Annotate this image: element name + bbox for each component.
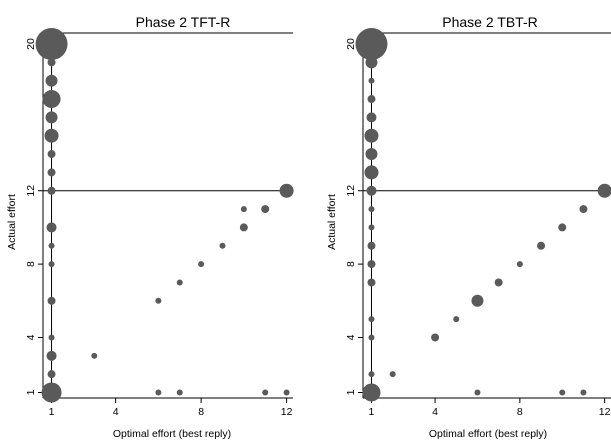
data-point: [46, 350, 57, 361]
data-point: [368, 77, 375, 84]
x-axis-ticks: 1 4 8 12: [49, 398, 293, 418]
x-tick-label: 12: [281, 406, 293, 418]
data-point: [48, 261, 55, 268]
data-points: [35, 28, 294, 403]
reference-lines: [363, 33, 611, 398]
data-point: [262, 389, 269, 396]
x-axis-label: Optimal effort (best reply): [429, 428, 547, 440]
data-point: [46, 222, 57, 233]
data-point: [47, 296, 56, 305]
data-point: [47, 58, 56, 67]
data-point: [283, 389, 290, 396]
data-point: [367, 241, 376, 250]
data-point: [453, 316, 460, 323]
data-point: [155, 389, 162, 396]
y-axis-label: Actual effort: [6, 194, 18, 250]
data-point: [580, 389, 587, 396]
y-axis-ticks: 1 4 8 12 20: [25, 38, 43, 395]
panel-title: Phase 2 TFT-R: [136, 14, 231, 30]
data-point: [579, 205, 588, 214]
data-point: [239, 223, 248, 232]
data-point: [45, 111, 58, 124]
y-tick-label: 8: [345, 261, 357, 267]
data-point: [47, 150, 56, 159]
x-tick-label: 1: [49, 406, 55, 418]
data-point: [41, 382, 62, 403]
data-point: [364, 128, 379, 143]
reference-lines: [43, 33, 293, 398]
plot-frame: [362, 32, 611, 399]
data-point: [368, 334, 375, 341]
data-point: [558, 223, 567, 232]
data-point: [368, 206, 375, 213]
data-point: [471, 294, 484, 307]
data-point: [355, 28, 388, 61]
x-tick-label: 12: [599, 406, 611, 418]
data-point: [367, 95, 376, 104]
data-point: [365, 56, 378, 69]
data-point: [176, 389, 183, 396]
y-axis-label: Actual effort: [326, 194, 338, 250]
data-point: [362, 383, 381, 402]
data-point: [559, 389, 566, 396]
panel-tbt-r: Phase 2 TBT-R 1 4 8 12 1 4 8 12 20 Optimal effo…: [326, 14, 611, 440]
data-point: [366, 112, 377, 123]
data-point: [368, 316, 375, 323]
plot-frame: [42, 32, 293, 399]
data-point: [367, 260, 376, 269]
data-point: [198, 261, 205, 268]
data-point: [366, 185, 377, 196]
y-tick-label: 12: [25, 185, 37, 197]
y-tick-label: 12: [345, 185, 357, 197]
x-tick-label: 1: [369, 406, 375, 418]
data-point: [155, 297, 162, 304]
y-tick-label: 20: [25, 38, 37, 50]
data-point: [44, 128, 59, 143]
panel-title: Phase 2 TBT-R: [442, 14, 537, 30]
y-tick-label: 20: [345, 38, 357, 50]
data-point: [597, 183, 611, 198]
data-point: [474, 389, 481, 396]
data-point: [47, 186, 56, 195]
y-tick-label: 4: [345, 334, 357, 340]
data-points: [355, 28, 611, 402]
y-tick-label: 8: [25, 261, 37, 267]
data-point: [47, 370, 56, 379]
data-point: [47, 168, 56, 177]
data-point: [240, 206, 247, 213]
data-point: [48, 334, 55, 341]
data-point: [42, 90, 61, 109]
data-point: [368, 371, 375, 378]
data-point: [389, 371, 396, 378]
y-tick-label: 1: [345, 389, 357, 395]
x-tick-label: 8: [517, 406, 523, 418]
data-point: [176, 279, 183, 286]
panel-tft-r: Phase 2 TFT-R 1 4 8 12 1 4 8 12 20 Optimal effo…: [6, 14, 294, 440]
data-point: [431, 333, 440, 342]
data-point: [48, 242, 55, 249]
x-tick-label: 8: [198, 406, 204, 418]
y-axis-ticks: 1 4 8 12 20: [345, 38, 363, 395]
data-point: [279, 183, 294, 198]
data-point: [367, 278, 376, 287]
data-point: [516, 261, 523, 268]
y-tick-label: 1: [25, 389, 37, 395]
data-point: [537, 241, 546, 250]
x-axis-ticks: 1 4 8 12: [369, 398, 611, 418]
data-point: [45, 74, 58, 87]
data-point: [368, 224, 375, 231]
data-point: [35, 28, 68, 61]
data-point: [364, 165, 379, 180]
y-tick-label: 4: [25, 334, 37, 340]
data-point: [494, 278, 503, 287]
x-tick-label: 4: [432, 406, 438, 418]
data-point: [219, 242, 226, 249]
x-axis-label: Optimal effort (best reply): [113, 428, 231, 440]
data-point: [365, 148, 378, 161]
x-tick-label: 4: [113, 406, 119, 418]
data-point: [91, 352, 98, 359]
data-point: [261, 205, 270, 214]
